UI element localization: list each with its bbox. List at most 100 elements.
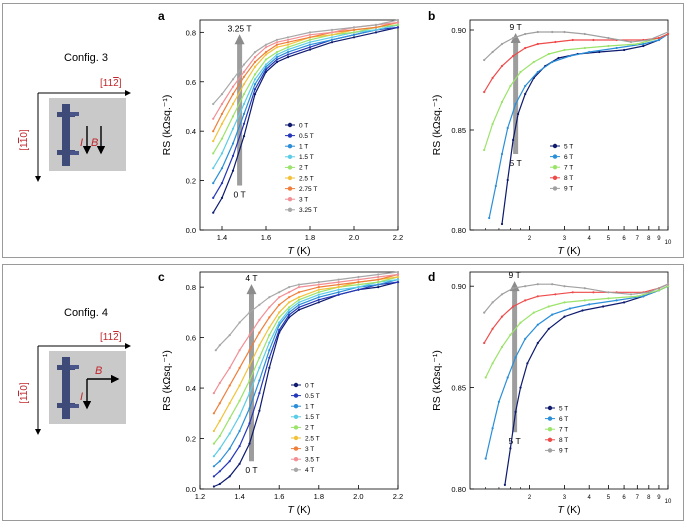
data-point — [212, 167, 215, 170]
data-point — [212, 475, 215, 478]
data-point — [511, 54, 515, 58]
data-point — [218, 470, 221, 473]
data-point — [547, 327, 550, 330]
y-tick-label: 0.2 — [186, 177, 196, 186]
data-point — [547, 305, 550, 308]
data-point — [483, 311, 486, 314]
data-point — [275, 51, 279, 54]
data-point — [220, 112, 224, 115]
y-tick-label: 0.0 — [186, 226, 196, 235]
panel-letter: a — [158, 9, 165, 23]
data-point — [238, 366, 241, 369]
legend-marker — [552, 186, 558, 191]
data-point — [268, 366, 271, 369]
data-point — [288, 301, 291, 304]
data-point — [511, 287, 515, 290]
chart-panel-d: d 0.80 0.85 0.90 2 3 4 5 6 7 8 9 10 T (K) RS (kΩsq.⁻¹)… — [428, 270, 672, 516]
data-point — [592, 38, 595, 42]
data-point — [337, 293, 340, 296]
field-arrow-shaft — [513, 42, 519, 154]
data-point — [623, 301, 626, 304]
data-point — [228, 384, 231, 387]
data-point — [554, 40, 557, 44]
data-point — [288, 286, 291, 289]
data-point — [220, 122, 224, 125]
legend-marker — [552, 165, 558, 170]
x-tick-label: 5 — [607, 495, 611, 501]
x-tick-label: 2 — [528, 236, 532, 242]
data-point — [264, 65, 268, 68]
x-tick-label: 3 — [563, 495, 567, 501]
data-point — [268, 326, 271, 329]
x-tick-label: 1.2 — [195, 492, 205, 501]
legend-label: 3.25 T — [299, 207, 317, 214]
data-point — [317, 291, 320, 294]
data-point — [526, 362, 529, 365]
data-point — [500, 315, 504, 318]
data-point — [308, 38, 312, 41]
data-point — [396, 278, 400, 281]
data-point — [275, 60, 279, 64]
data-point — [228, 475, 231, 478]
data-point — [218, 482, 221, 486]
y-tick-label: 0.6 — [186, 78, 196, 87]
data-point — [238, 399, 241, 402]
data-point — [212, 455, 215, 458]
data-point — [352, 36, 356, 39]
data-point — [488, 216, 491, 220]
x-tick-label: 9 — [657, 236, 661, 242]
series-line — [213, 273, 399, 394]
data-point — [308, 33, 312, 36]
data-point — [248, 442, 251, 445]
data-point — [278, 291, 281, 294]
data-point — [253, 65, 257, 68]
data-point — [218, 402, 221, 405]
x-tick-label: 2 — [528, 495, 532, 501]
data-point — [297, 296, 301, 299]
field-arrow-head — [246, 284, 257, 295]
data-point — [377, 273, 380, 276]
data-point — [532, 60, 535, 64]
data-point — [396, 273, 400, 276]
data-point — [524, 84, 527, 88]
data-point — [583, 32, 586, 36]
x-tick-label: 2.0 — [349, 233, 359, 242]
data-point — [258, 366, 261, 369]
data-point — [278, 328, 281, 332]
data-point — [377, 283, 380, 286]
config4-dir-y: [110] — [19, 382, 30, 404]
data-point — [242, 83, 246, 86]
data-point — [571, 291, 574, 294]
data-point — [248, 392, 251, 395]
data-point — [500, 152, 504, 156]
legend-label: 5 T — [559, 405, 568, 412]
field-arrow-bottom-label: 5 T — [509, 436, 521, 446]
data-point — [231, 127, 235, 130]
legend-label: 0.5 T — [299, 133, 314, 140]
data-point — [248, 379, 251, 382]
data-point — [212, 130, 215, 133]
data-point — [330, 33, 334, 36]
data-point — [500, 64, 504, 68]
data-point — [218, 460, 221, 463]
data-point — [666, 285, 670, 288]
data-point — [642, 44, 645, 48]
data-point — [500, 42, 504, 46]
data-point — [511, 305, 515, 308]
legend-marker — [287, 165, 293, 170]
data-point — [264, 53, 268, 56]
data-point — [212, 196, 215, 199]
data-point — [248, 407, 251, 410]
data-point — [352, 33, 356, 36]
data-point — [238, 384, 241, 387]
data-point — [253, 73, 257, 76]
data-point — [228, 366, 231, 369]
y-axis-label: RS (kΩsq.⁻¹) — [431, 350, 443, 411]
data-point — [607, 297, 610, 300]
legend-marker — [287, 133, 293, 138]
legend-marker — [293, 425, 299, 430]
legend-label: 8 T — [559, 437, 568, 444]
series-line — [501, 33, 669, 225]
data-point — [218, 381, 221, 385]
x-tick-label: 5 — [607, 236, 611, 242]
